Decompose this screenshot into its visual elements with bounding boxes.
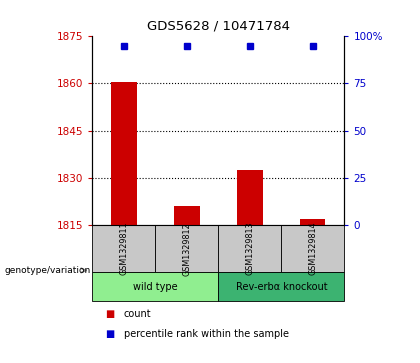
Text: genotype/variation: genotype/variation bbox=[4, 266, 90, 275]
Title: GDS5628 / 10471784: GDS5628 / 10471784 bbox=[147, 19, 290, 32]
Bar bbox=[111, 82, 136, 225]
Bar bbox=[92, 272, 218, 301]
Bar bbox=[92, 225, 155, 272]
Bar bbox=[237, 170, 262, 225]
Text: count: count bbox=[124, 309, 152, 319]
Text: wild type: wild type bbox=[133, 282, 178, 292]
Text: ■: ■ bbox=[105, 309, 114, 319]
Bar bbox=[174, 206, 199, 225]
Text: GSM1329813: GSM1329813 bbox=[245, 222, 255, 276]
Bar bbox=[218, 225, 281, 272]
Bar bbox=[281, 225, 344, 272]
Bar bbox=[155, 225, 218, 272]
Text: GSM1329814: GSM1329814 bbox=[308, 222, 318, 276]
Text: ■: ■ bbox=[105, 329, 114, 339]
Bar bbox=[218, 272, 344, 301]
Bar bbox=[300, 219, 326, 225]
Text: Rev-erbα knockout: Rev-erbα knockout bbox=[236, 282, 327, 292]
Text: percentile rank within the sample: percentile rank within the sample bbox=[124, 329, 289, 339]
Text: GSM1329811: GSM1329811 bbox=[119, 222, 129, 276]
Text: GSM1329812: GSM1329812 bbox=[182, 222, 192, 276]
